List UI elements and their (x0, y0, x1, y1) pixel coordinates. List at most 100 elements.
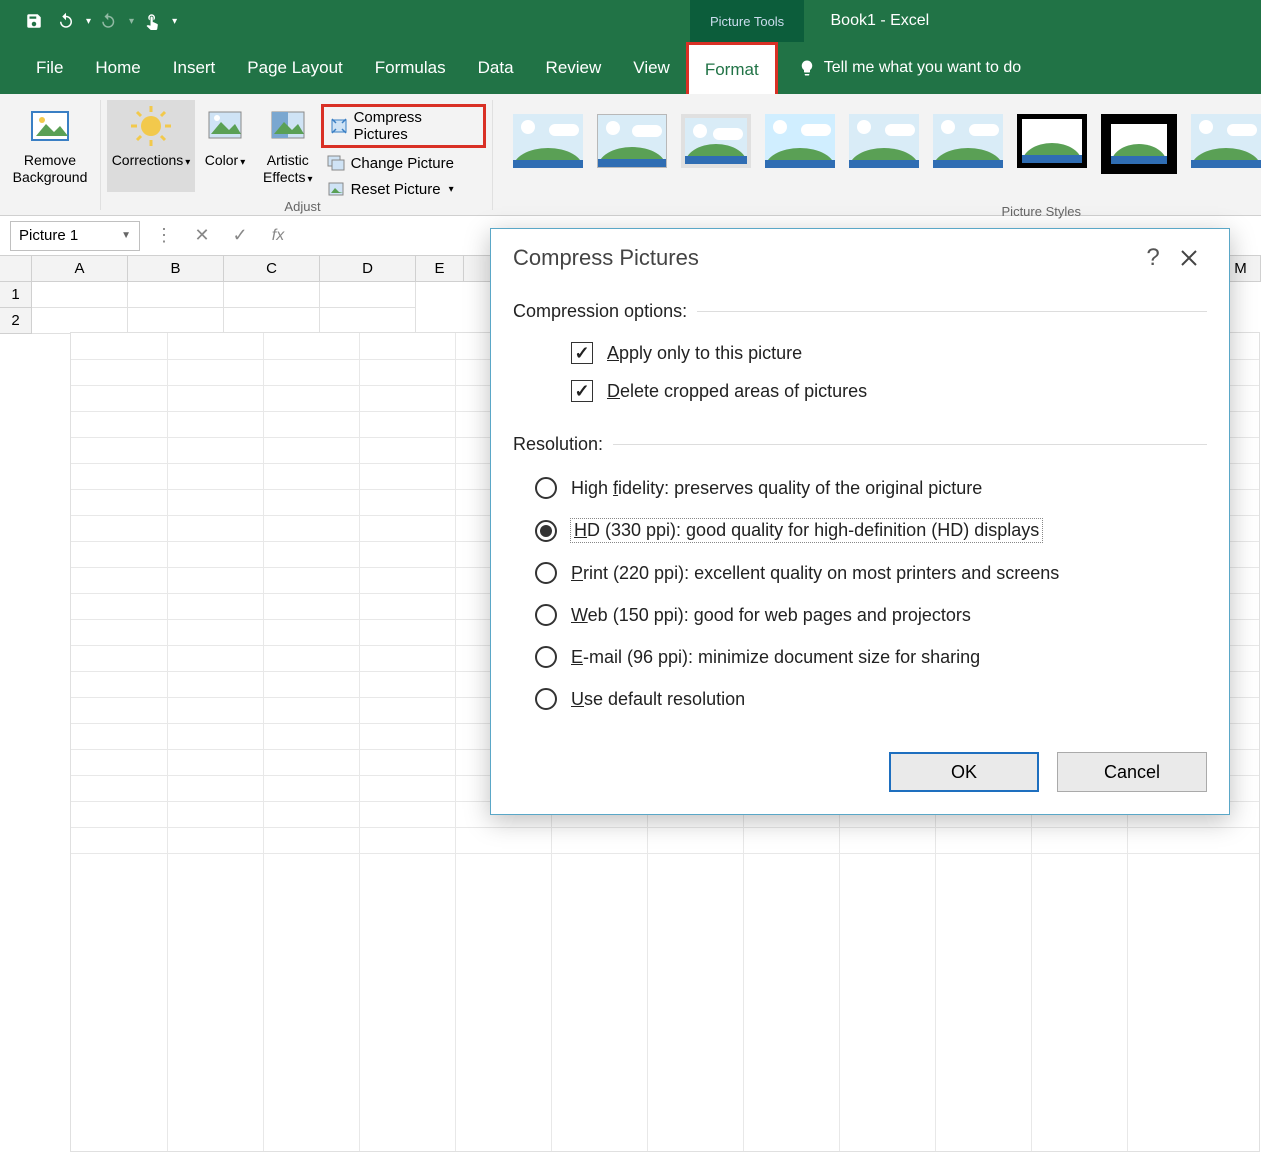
column-header[interactable]: C (224, 256, 320, 281)
picture-style-thumb[interactable] (933, 114, 1003, 168)
select-all-corner[interactable] (0, 256, 32, 281)
resolution-high-fidelity[interactable]: High fidelity: preserves quality of the … (513, 467, 1207, 509)
resolution-web[interactable]: Web (150 ppi): good for web pages and pr… (513, 594, 1207, 636)
dialog-close-button[interactable] (1171, 240, 1207, 276)
resolution-hd[interactable]: HD (330 ppi): good quality for high-defi… (513, 509, 1207, 552)
row-header[interactable]: 1 (0, 282, 32, 308)
name-box-value: Picture 1 (19, 227, 78, 244)
column-header[interactable]: A (32, 256, 128, 281)
corrections-icon (129, 104, 173, 148)
compression-options-label: Compression options: (513, 301, 1207, 322)
radio-email[interactable] (535, 646, 557, 668)
color-icon (203, 104, 247, 148)
change-picture-button[interactable]: Change Picture (321, 152, 486, 174)
compress-pictures-label: Compress Pictures (354, 109, 477, 143)
artistic-effects-button[interactable]: Artistic Effects▾ (255, 100, 321, 192)
picture-style-thumb[interactable] (1101, 114, 1177, 174)
reset-picture-dropdown-icon[interactable]: ▾ (449, 184, 454, 195)
cancel-formula-icon[interactable]: ✕ (188, 222, 216, 250)
radio-high-fidelity[interactable] (535, 477, 557, 499)
picture-style-thumb[interactable] (681, 114, 751, 168)
resolution-default[interactable]: Use default resolution (513, 678, 1207, 720)
column-header[interactable]: E (416, 256, 464, 281)
picture-styles-gallery[interactable] (493, 100, 1261, 174)
cell[interactable] (320, 308, 416, 334)
tab-format[interactable]: Format (686, 42, 778, 94)
cell[interactable] (32, 282, 128, 308)
color-button[interactable]: Color▾ (195, 100, 255, 192)
resolution-print[interactable]: Print (220 ppi): excellent quality on mo… (513, 552, 1207, 594)
artistic-effects-label: Artistic Effects▾ (263, 152, 313, 186)
redo-icon[interactable] (95, 7, 123, 35)
document-title: Book1 - Excel (831, 12, 930, 30)
contextual-tab-label: Picture Tools (690, 0, 804, 42)
undo-icon[interactable] (52, 7, 80, 35)
cell[interactable] (224, 282, 320, 308)
radio-email-label: E-mail (96 ppi): minimize document size … (571, 647, 980, 668)
picture-style-thumb[interactable] (597, 114, 667, 168)
tab-page-layout[interactable]: Page Layout (231, 42, 358, 94)
cell[interactable] (320, 282, 416, 308)
dialog-help-button[interactable]: ? (1135, 240, 1171, 276)
name-box[interactable]: Picture 1 ▼ (10, 221, 140, 251)
name-box-dropdown-icon[interactable]: ▼ (121, 230, 131, 241)
cell[interactable] (128, 308, 224, 334)
tab-data[interactable]: Data (462, 42, 530, 94)
column-header[interactable]: B (128, 256, 224, 281)
radio-default[interactable] (535, 688, 557, 710)
delete-cropped-checkbox[interactable] (571, 380, 593, 402)
cell[interactable] (128, 282, 224, 308)
apply-only-checkbox[interactable] (571, 342, 593, 364)
undo-dropdown-icon[interactable]: ▾ (86, 16, 91, 27)
redo-dropdown-icon[interactable]: ▾ (129, 16, 134, 27)
picture-style-thumb[interactable] (849, 114, 919, 168)
corrections-button[interactable]: Corrections▾ (107, 100, 195, 192)
picture-style-thumb[interactable] (1191, 114, 1261, 168)
cell[interactable] (224, 308, 320, 334)
apply-only-checkbox-row[interactable]: Apply only to this picture (513, 334, 1207, 372)
change-picture-label: Change Picture (351, 155, 454, 172)
row-header[interactable]: 2 (0, 308, 32, 334)
touch-dropdown-icon[interactable]: ▾ (172, 16, 177, 27)
tell-me-search[interactable]: Tell me what you want to do (798, 59, 1021, 77)
tab-review[interactable]: Review (530, 42, 618, 94)
formula-separator-icon: ⋮ (150, 222, 178, 250)
radio-print-label: Print (220 ppi): excellent quality on mo… (571, 563, 1059, 584)
ok-button[interactable]: OK (889, 752, 1039, 792)
compress-pictures-button[interactable]: Compress Pictures (321, 104, 486, 148)
reset-picture-button[interactable]: Reset Picture ▾ (321, 178, 486, 200)
remove-background-label: Remove Background (13, 152, 88, 186)
tab-formulas[interactable]: Formulas (359, 42, 462, 94)
radio-hd[interactable] (535, 520, 557, 542)
remove-background-icon (28, 104, 72, 148)
resolution-email[interactable]: E-mail (96 ppi): minimize document size … (513, 636, 1207, 678)
touch-mode-icon[interactable] (138, 7, 166, 35)
radio-web[interactable] (535, 604, 557, 626)
picture-styles-group-label: Picture Styles (1002, 204, 1081, 219)
save-icon[interactable] (20, 7, 48, 35)
color-label: Color▾ (205, 152, 246, 169)
tab-home[interactable]: Home (79, 42, 156, 94)
column-header[interactable]: D (320, 256, 416, 281)
tab-file[interactable]: File (20, 42, 79, 94)
compress-pictures-icon (330, 117, 348, 135)
radio-print[interactable] (535, 562, 557, 584)
enter-formula-icon[interactable]: ✓ (226, 222, 254, 250)
delete-cropped-checkbox-row[interactable]: Delete cropped areas of pictures (513, 372, 1207, 410)
radio-high-fidelity-label: High fidelity: preserves quality of the … (571, 478, 982, 499)
radio-default-label: Use default resolution (571, 689, 745, 710)
radio-hd-label: HD (330 ppi): good quality for high-defi… (571, 519, 1042, 542)
tab-view[interactable]: View (617, 42, 686, 94)
cancel-button[interactable]: Cancel (1057, 752, 1207, 792)
dialog-titlebar: Compress Pictures ? (491, 229, 1229, 287)
quick-access-toolbar: ▾ ▾ ▾ (0, 7, 177, 35)
remove-background-button[interactable]: Remove Background (6, 100, 94, 192)
picture-style-thumb[interactable] (1017, 114, 1087, 168)
dialog-body: Compression options: Apply only to this … (491, 287, 1229, 738)
picture-style-thumb[interactable] (513, 114, 583, 168)
picture-style-thumb[interactable] (765, 114, 835, 168)
fx-icon[interactable]: fx (264, 222, 292, 250)
ribbon-tabs: File Home Insert Page Layout Formulas Da… (0, 42, 1261, 94)
cell[interactable] (32, 308, 128, 334)
tab-insert[interactable]: Insert (157, 42, 232, 94)
